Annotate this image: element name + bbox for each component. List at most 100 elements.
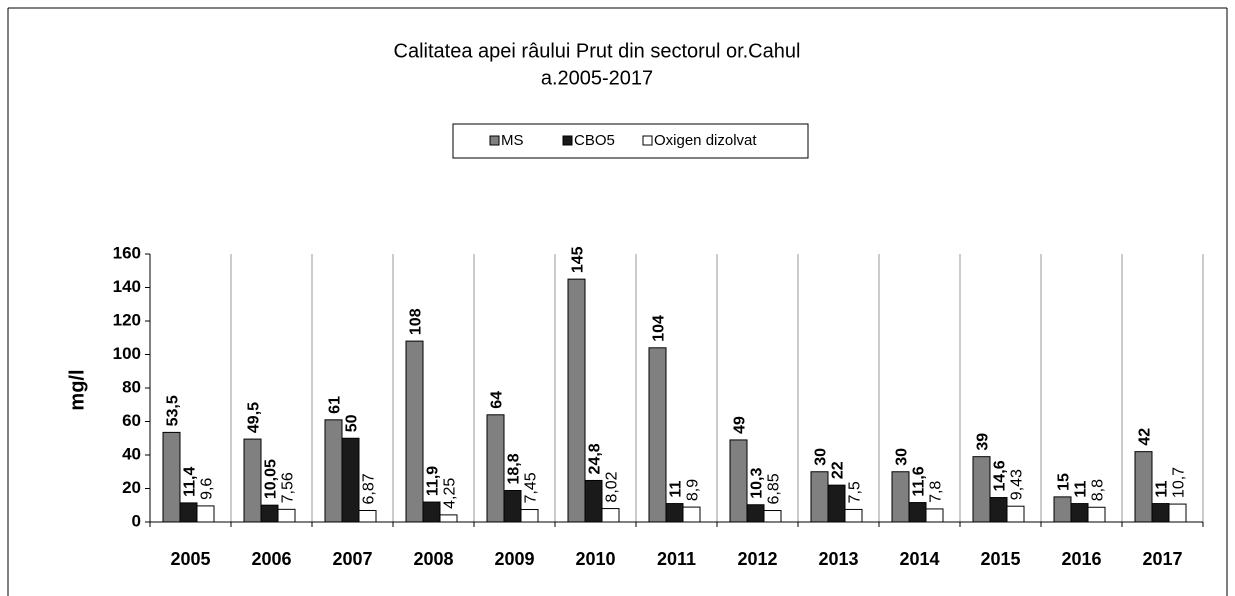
bar — [260, 504, 279, 523]
data-label: 8,02 — [604, 471, 621, 502]
x-tick-label: 2005 — [170, 549, 210, 569]
bar — [503, 490, 522, 523]
x-tick-label: 2009 — [494, 549, 534, 569]
x-tick-label: 2007 — [332, 549, 372, 569]
data-label: 11 — [668, 481, 685, 498]
chart-title: Calitatea apei râului Prut din sectorul … — [394, 40, 801, 62]
data-label: 7,45 — [523, 472, 540, 503]
bar — [1151, 503, 1170, 523]
bar — [422, 501, 441, 523]
bar — [844, 508, 863, 523]
y-tick-label: 80 — [122, 377, 141, 396]
x-tick-label: 2012 — [737, 549, 777, 569]
data-label: 4,25 — [442, 478, 459, 509]
data-label: 9,43 — [1009, 469, 1026, 500]
y-axis-label: mg/l — [66, 369, 88, 410]
y-tick-label: 100 — [113, 344, 141, 363]
data-label: 11,4 — [182, 467, 199, 497]
bar — [729, 439, 748, 523]
bar — [243, 438, 262, 523]
data-label: 145 — [570, 246, 587, 273]
y-tick-label: 60 — [122, 411, 141, 430]
bar — [908, 502, 927, 523]
data-label: 7,5 — [847, 481, 864, 503]
bar — [179, 502, 198, 523]
data-label: 49 — [732, 416, 749, 434]
legend — [452, 123, 809, 159]
data-label: 30 — [813, 448, 830, 466]
bar — [1070, 503, 1089, 523]
data-label: 53,5 — [165, 395, 182, 426]
data-label: 49,5 — [246, 402, 263, 433]
bar — [277, 508, 296, 523]
data-label: 11 — [1154, 481, 1171, 498]
bar — [162, 431, 181, 523]
data-label: 10,7 — [1171, 467, 1188, 498]
bar — [1053, 496, 1072, 523]
x-tick-label: 2015 — [980, 549, 1020, 569]
x-tick-label: 2016 — [1061, 549, 1101, 569]
bar — [682, 506, 701, 523]
legend-swatch — [642, 135, 653, 146]
bar — [989, 497, 1008, 523]
bar — [665, 503, 684, 523]
y-tick-label: 140 — [113, 277, 141, 296]
bar — [972, 456, 991, 523]
bar — [486, 414, 505, 523]
data-label: 108 — [408, 308, 425, 335]
data-label: 22 — [830, 461, 847, 479]
data-label: 39 — [975, 433, 992, 451]
x-tick-label: 2011 — [657, 549, 696, 569]
data-label: 50 — [344, 414, 361, 432]
bar — [520, 509, 539, 523]
data-label: 14,6 — [992, 460, 1009, 491]
y-tick-label: 0 — [132, 511, 141, 530]
bar — [746, 504, 765, 523]
data-label: 42 — [1137, 428, 1154, 446]
bar — [584, 479, 603, 523]
bar — [1168, 503, 1187, 523]
data-label: 11 — [1073, 481, 1090, 498]
data-label: 24,8 — [587, 443, 604, 474]
bar — [341, 437, 360, 523]
bar — [827, 484, 846, 523]
legend-label: Oxigen dizolvat — [654, 132, 757, 149]
bar — [567, 278, 586, 523]
data-label: 104 — [651, 315, 668, 342]
bar — [810, 471, 829, 523]
bar — [601, 508, 620, 523]
y-tick-label: 20 — [122, 478, 141, 497]
legend-swatch — [489, 135, 500, 146]
bar — [925, 508, 944, 523]
x-tick-label: 2008 — [413, 549, 453, 569]
bar — [1134, 451, 1153, 523]
chart-subtitle: a.2005-2017 — [541, 67, 653, 89]
y-tick-label: 160 — [113, 243, 141, 262]
data-label: 61 — [327, 396, 344, 414]
data-label: 7,8 — [928, 481, 945, 503]
bar — [405, 340, 424, 523]
x-tick-label: 2017 — [1142, 549, 1182, 569]
data-label: 6,85 — [766, 473, 783, 504]
x-tick-label: 2013 — [818, 549, 858, 569]
legend-label: CBO5 — [574, 132, 615, 149]
y-tick-label: 40 — [122, 444, 141, 463]
data-label: 7,56 — [280, 472, 297, 503]
data-label: 9,6 — [199, 478, 216, 500]
data-label: 6,87 — [361, 473, 378, 504]
data-label: 10,05 — [263, 459, 280, 499]
data-label: 30 — [894, 448, 911, 466]
legend-label: MS — [501, 132, 524, 149]
bar — [1006, 505, 1025, 523]
data-label: 8,9 — [685, 479, 702, 501]
data-label: 15 — [1056, 473, 1073, 491]
data-label: 11,6 — [911, 466, 928, 496]
data-label: 18,8 — [506, 453, 523, 484]
data-label: 11,9 — [425, 466, 442, 496]
data-label: 10,3 — [749, 468, 766, 499]
data-label: 64 — [489, 391, 506, 409]
x-tick-label: 2006 — [251, 549, 291, 569]
bar — [358, 509, 377, 523]
bar — [439, 514, 458, 523]
